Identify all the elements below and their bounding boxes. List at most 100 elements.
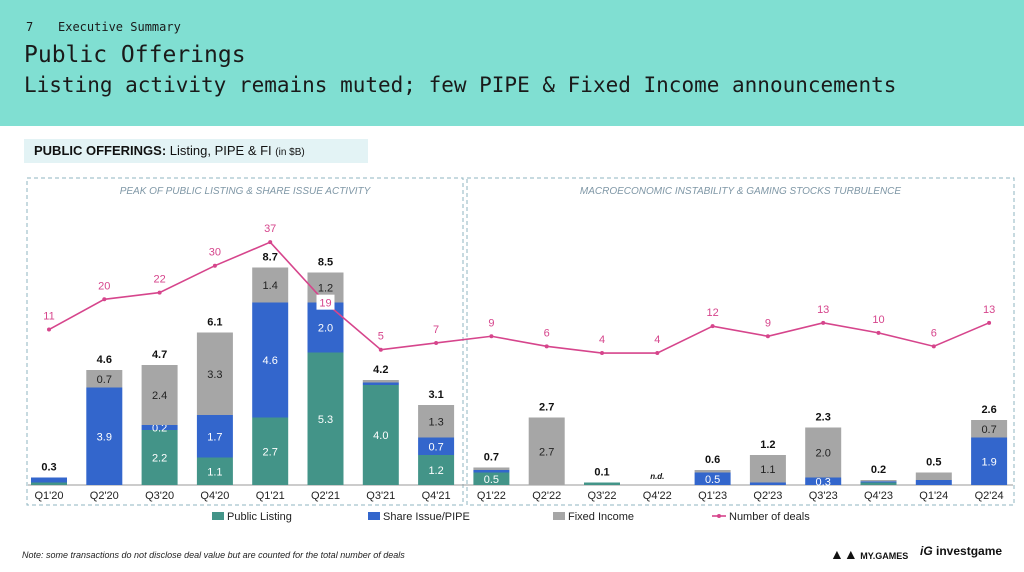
segment-label: 1.2: [318, 283, 333, 295]
deals-point: [47, 327, 51, 332]
bar-segment: [915, 472, 952, 480]
deals-label: 20: [98, 280, 110, 292]
x-tick-label: Q1'21: [256, 490, 285, 502]
deals-label: 12: [706, 307, 718, 319]
bar-segment: [307, 302, 344, 353]
segment-label: 2.7: [539, 446, 554, 458]
bar-segment: [749, 482, 786, 485]
deals-point: [434, 340, 439, 345]
bar-segment: [860, 481, 897, 483]
deals-point: [710, 324, 715, 329]
total-label: 2.7: [539, 402, 554, 414]
chart-unit: (in $B): [275, 147, 305, 158]
segment-label: 1.3: [428, 416, 443, 428]
segment-label: 2.0: [816, 448, 831, 460]
bar-segment: [418, 437, 455, 455]
deals-label: 4: [654, 334, 660, 346]
bar-segment: [196, 457, 233, 485]
deals-point: [765, 334, 770, 339]
bar-segment: [31, 477, 67, 483]
bar-segment: [915, 480, 952, 485]
x-tick-label: Q2'24: [975, 490, 1004, 502]
total-label: 0.5: [926, 457, 941, 469]
x-tick-label: Q3'22: [587, 490, 616, 502]
deals-point: [489, 334, 494, 339]
bar-segment: [971, 420, 1008, 438]
x-tick-label: Q4'23: [864, 490, 893, 502]
deals-point: [268, 240, 273, 245]
bar-segment: [694, 472, 731, 485]
bar-segment: [252, 417, 289, 485]
deals-label: 7: [433, 324, 439, 336]
x-tick-label: Q3'21: [366, 490, 395, 502]
deals-label: 9: [765, 317, 771, 329]
segment-label: 4.6: [263, 355, 278, 367]
segment-label: 0.2: [152, 423, 167, 435]
x-tick-label: Q4'22: [643, 490, 672, 502]
segment-label: 1.1: [760, 464, 775, 476]
bar-segment: [528, 417, 565, 485]
deals-label: 4: [599, 334, 605, 346]
total-label: 0.1: [594, 467, 609, 479]
bar-segment: [252, 302, 289, 418]
x-tick-label: Q2'21: [311, 490, 340, 502]
page-subtitle: Listing activity remains muted; few PIPE…: [24, 73, 897, 97]
segment-label: 1.7: [207, 431, 222, 443]
bar-segment: [86, 387, 123, 485]
x-tick-label: Q1'20: [34, 490, 63, 502]
page-title: Public Offerings: [24, 42, 246, 68]
bar-segment: [307, 352, 344, 485]
segment-label: 1.4: [263, 280, 278, 292]
legend-line-marker: [717, 514, 721, 518]
total-label: 1.2: [760, 439, 775, 451]
x-tick-label: Q3'20: [145, 490, 174, 502]
section-label: MACROECONOMIC INSTABILITY & GAMING STOCK…: [580, 186, 901, 197]
mygames-text: MY.GAMES: [860, 551, 909, 561]
bar-segment: [971, 437, 1008, 485]
legend-swatch: [368, 512, 380, 520]
chart-title-bold: PUBLIC OFFERINGS:: [34, 143, 167, 158]
section-box: [466, 177, 1015, 506]
legend-swatch: [553, 512, 565, 520]
bar-segment: [141, 430, 178, 485]
total-label: 4.6: [97, 354, 112, 366]
deals-point: [544, 344, 549, 349]
bar-segment: [362, 385, 399, 485]
total-label: 3.1: [428, 389, 443, 401]
bar-segment: [196, 332, 233, 415]
deals-point: [212, 263, 217, 268]
mygames-icon: ▲▲: [830, 546, 858, 562]
x-tick-label: Q4'21: [422, 490, 451, 502]
chart-title-rest: Listing, PIPE & FI: [166, 143, 276, 158]
deals-label: 22: [153, 274, 165, 286]
segment-label: 5.3: [318, 414, 333, 426]
investgame-text: investgame: [936, 544, 1003, 558]
bar-segment: [860, 480, 897, 482]
bar-segment: [805, 477, 842, 485]
bar-segment: [473, 470, 510, 473]
segment-label: 2.7: [263, 446, 278, 458]
deals-point: [157, 290, 162, 295]
bar-segment: [86, 370, 123, 388]
deals-label: 13: [817, 304, 829, 316]
bar-segment: [473, 467, 510, 470]
total-label: 2.6: [981, 404, 996, 416]
deals-label: 5: [378, 331, 384, 343]
bar-segment: [473, 472, 510, 485]
segment-label: 0.5: [705, 474, 720, 486]
total-label: 0.6: [705, 454, 720, 466]
legend-label: Share Issue/PIPE: [383, 511, 470, 523]
segment-label: 0.3: [816, 476, 831, 488]
bar-segment: [252, 267, 289, 303]
bar-segment: [584, 482, 620, 485]
total-label: 4.7: [152, 349, 167, 361]
page-number: 7: [26, 20, 34, 34]
bar-segment: [196, 415, 233, 458]
section-label: Executive Summary: [58, 20, 181, 34]
segment-label: 4.0: [373, 430, 388, 442]
segment-label: 3.9: [97, 431, 112, 443]
deals-point: [102, 297, 107, 302]
segment-label: 2.0: [318, 323, 333, 335]
total-label: 0.3: [41, 462, 56, 474]
